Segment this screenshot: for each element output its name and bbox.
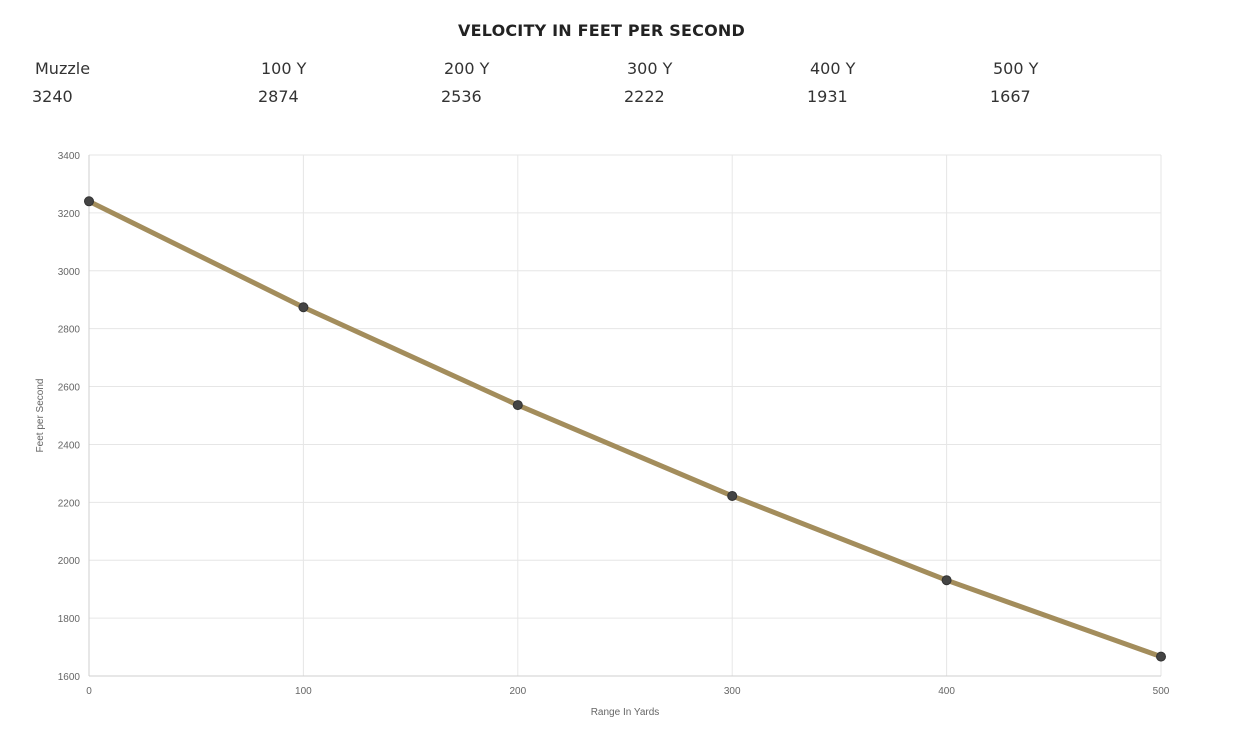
data-point	[512, 400, 523, 411]
range-label-muzzle: Muzzle	[35, 59, 91, 78]
data-point	[727, 490, 738, 501]
y-tick-label: 1600	[58, 672, 81, 683]
x-tick-label: 300	[724, 686, 741, 697]
data-point	[84, 196, 94, 207]
page-title: VELOCITY IN FEET PER SECOND	[458, 21, 745, 40]
y-tick-label: 2600	[58, 383, 81, 394]
velocity-value-300: 2222	[624, 87, 665, 106]
y-axis-title: Feet per Second	[35, 379, 46, 453]
data-point	[941, 575, 952, 586]
y-tick-label: 3400	[58, 151, 81, 162]
range-label-200: 200 Y	[444, 59, 490, 78]
x-tick-label: 400	[938, 686, 955, 697]
series-line	[86, 198, 1164, 660]
velocity-value-100: 2874	[258, 87, 299, 106]
range-label-300: 300 Y	[627, 59, 673, 78]
velocity-value-muzzle: 3240	[32, 87, 73, 106]
y-tick-label: 2400	[58, 440, 81, 451]
x-tick-label: 200	[509, 686, 526, 697]
data-point	[298, 302, 309, 313]
data-point	[1156, 651, 1166, 662]
range-label-400: 400 Y	[810, 59, 856, 78]
x-tick-label: 0	[86, 686, 92, 697]
velocity-value-500: 1667	[990, 87, 1031, 106]
range-label-500: 500 Y	[993, 59, 1039, 78]
y-tick-label: 1800	[58, 614, 81, 625]
x-axis-title: Range In Yards	[591, 707, 660, 718]
y-tick-label: 2800	[58, 325, 81, 336]
range-label-100: 100 Y	[261, 59, 307, 78]
y-tick-label: 2000	[58, 556, 81, 567]
y-tick-label: 3200	[58, 209, 81, 220]
x-tick-label: 500	[1153, 686, 1170, 697]
velocity-value-400: 1931	[807, 87, 848, 106]
y-tick-label: 3000	[58, 267, 81, 278]
y-tick-label: 2200	[58, 498, 81, 509]
x-tick-label: 100	[295, 686, 312, 697]
velocity-value-200: 2536	[441, 87, 482, 106]
